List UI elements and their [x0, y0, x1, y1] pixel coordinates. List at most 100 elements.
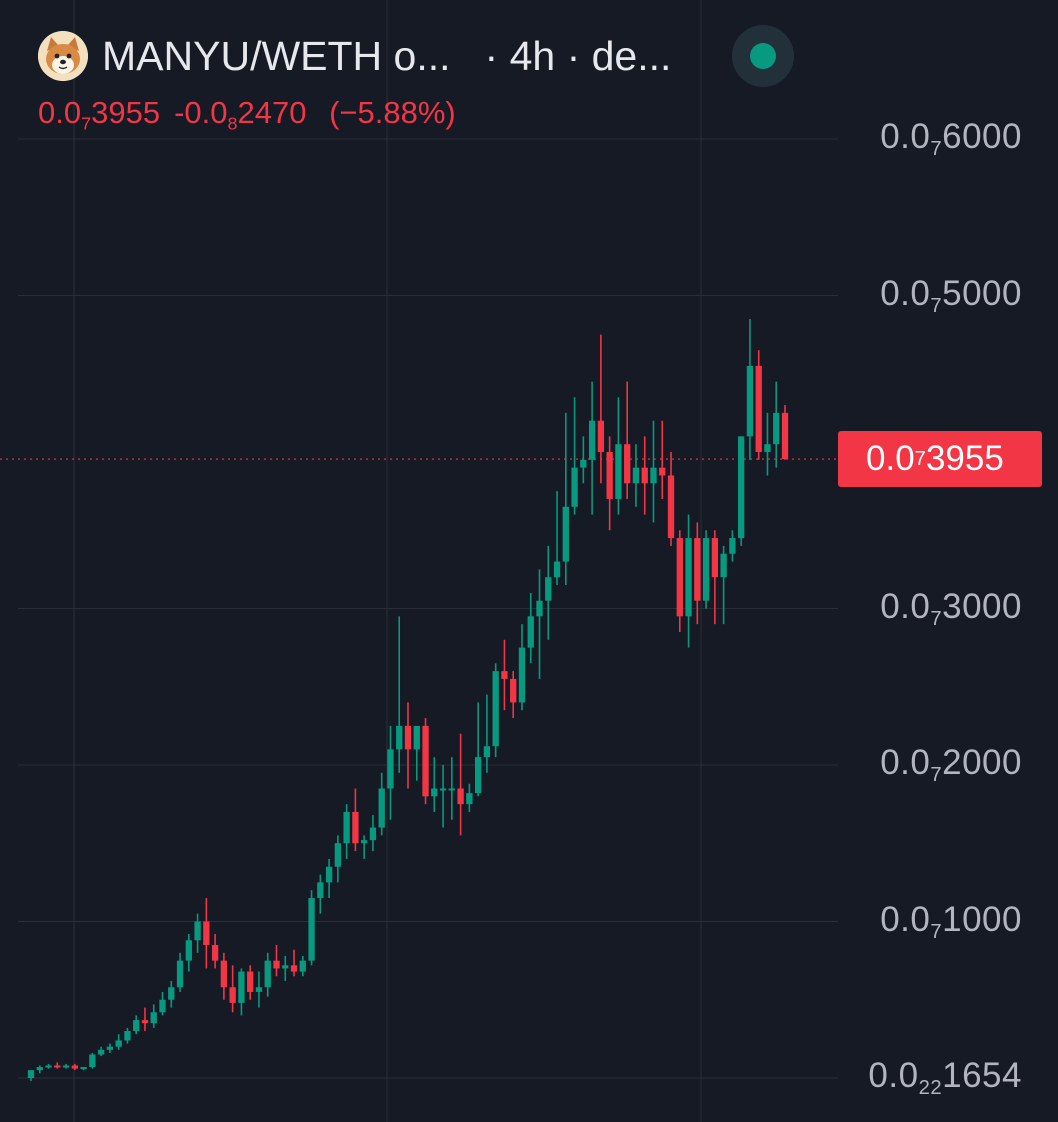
candle-body	[238, 971, 245, 1003]
candle	[536, 569, 543, 679]
candle	[97, 1046, 105, 1057]
candle	[308, 890, 315, 966]
candle	[650, 420, 657, 523]
candle	[781, 405, 789, 460]
candle-body	[545, 577, 552, 601]
price-axis-label: 0.071000	[880, 899, 1022, 943]
candle-body	[62, 1065, 70, 1068]
candle	[667, 452, 675, 546]
price-axis-label: 0.073000	[880, 586, 1022, 630]
candle-body	[738, 436, 745, 539]
candle	[369, 815, 377, 852]
candle	[597, 334, 605, 484]
candle	[545, 545, 552, 640]
candle	[422, 718, 429, 805]
candle	[413, 725, 420, 781]
candle	[361, 835, 368, 859]
candle-body	[764, 444, 771, 452]
candle	[80, 1067, 87, 1071]
candle-body	[247, 971, 254, 992]
candle	[474, 702, 482, 797]
candle	[624, 381, 631, 499]
candle-body	[396, 725, 403, 750]
candle-body	[220, 960, 228, 988]
candle	[378, 772, 385, 836]
candle-body	[483, 746, 491, 758]
candle	[247, 965, 254, 1000]
candle	[334, 835, 342, 883]
candle	[27, 1070, 35, 1082]
candle	[676, 530, 683, 632]
candle	[325, 858, 333, 899]
candle-body	[641, 467, 648, 484]
candle	[124, 1027, 131, 1044]
candle-body	[580, 459, 587, 468]
candle-body	[54, 1065, 61, 1068]
candle	[755, 350, 762, 460]
candle-body	[773, 412, 780, 445]
candle-body	[211, 944, 219, 961]
symbol-title[interactable]: MANYU/WETH o...	[102, 32, 451, 79]
candle-body	[89, 1054, 96, 1068]
candle	[89, 1052, 96, 1069]
candle	[299, 955, 306, 977]
price-change: -0.082470	[174, 95, 307, 134]
candle-body	[203, 921, 210, 945]
candle-body	[369, 827, 377, 841]
candle	[501, 639, 508, 711]
candle	[457, 733, 464, 836]
candle-body	[501, 671, 508, 679]
candle-body	[518, 647, 526, 703]
candle	[71, 1063, 78, 1071]
candle-body	[685, 538, 692, 617]
candle	[352, 788, 359, 852]
candle	[255, 971, 263, 1008]
candle-body	[606, 452, 613, 499]
candle-body	[27, 1070, 35, 1078]
candle	[396, 616, 403, 773]
candle-body	[676, 538, 683, 617]
candle-body	[317, 882, 324, 899]
candle-body	[755, 365, 762, 452]
price-axis-label: 0.0221654	[868, 1056, 1022, 1100]
candle-body	[264, 960, 271, 988]
candle-body	[746, 365, 754, 437]
candle-body	[176, 960, 184, 988]
candle	[553, 491, 561, 586]
candle	[483, 694, 491, 773]
candle-body	[492, 671, 499, 747]
candle-body	[422, 725, 429, 797]
candle	[431, 757, 438, 812]
candle	[387, 725, 394, 820]
candle	[448, 757, 455, 820]
market-status-button[interactable]	[732, 25, 794, 87]
candle-body	[80, 1067, 87, 1070]
candle-body	[45, 1065, 52, 1068]
candle-body	[124, 1031, 131, 1041]
price-axis-label: 0.075000	[880, 273, 1022, 317]
candle-body	[659, 467, 666, 476]
candle	[133, 1015, 140, 1035]
candle-body	[299, 960, 306, 972]
chart-header[interactable]: MANYU/WETH o... · 4h · de...	[38, 26, 671, 86]
candle	[773, 381, 780, 468]
candle-body	[615, 444, 622, 499]
candle-body	[711, 538, 719, 578]
candle-body	[106, 1046, 114, 1050]
candle	[141, 1007, 149, 1032]
candle-body	[343, 811, 350, 844]
candle-body	[141, 1020, 149, 1024]
candle	[290, 949, 298, 977]
candle	[492, 663, 499, 758]
candle-body	[650, 467, 657, 484]
candle-body	[597, 420, 605, 452]
candle	[641, 436, 648, 515]
interval-label[interactable]: · 4h · de...	[484, 32, 672, 79]
candle	[159, 991, 166, 1016]
candle	[588, 381, 596, 515]
candle-body	[282, 965, 289, 969]
candle	[580, 436, 587, 484]
candle	[702, 530, 710, 609]
candle	[203, 898, 210, 969]
